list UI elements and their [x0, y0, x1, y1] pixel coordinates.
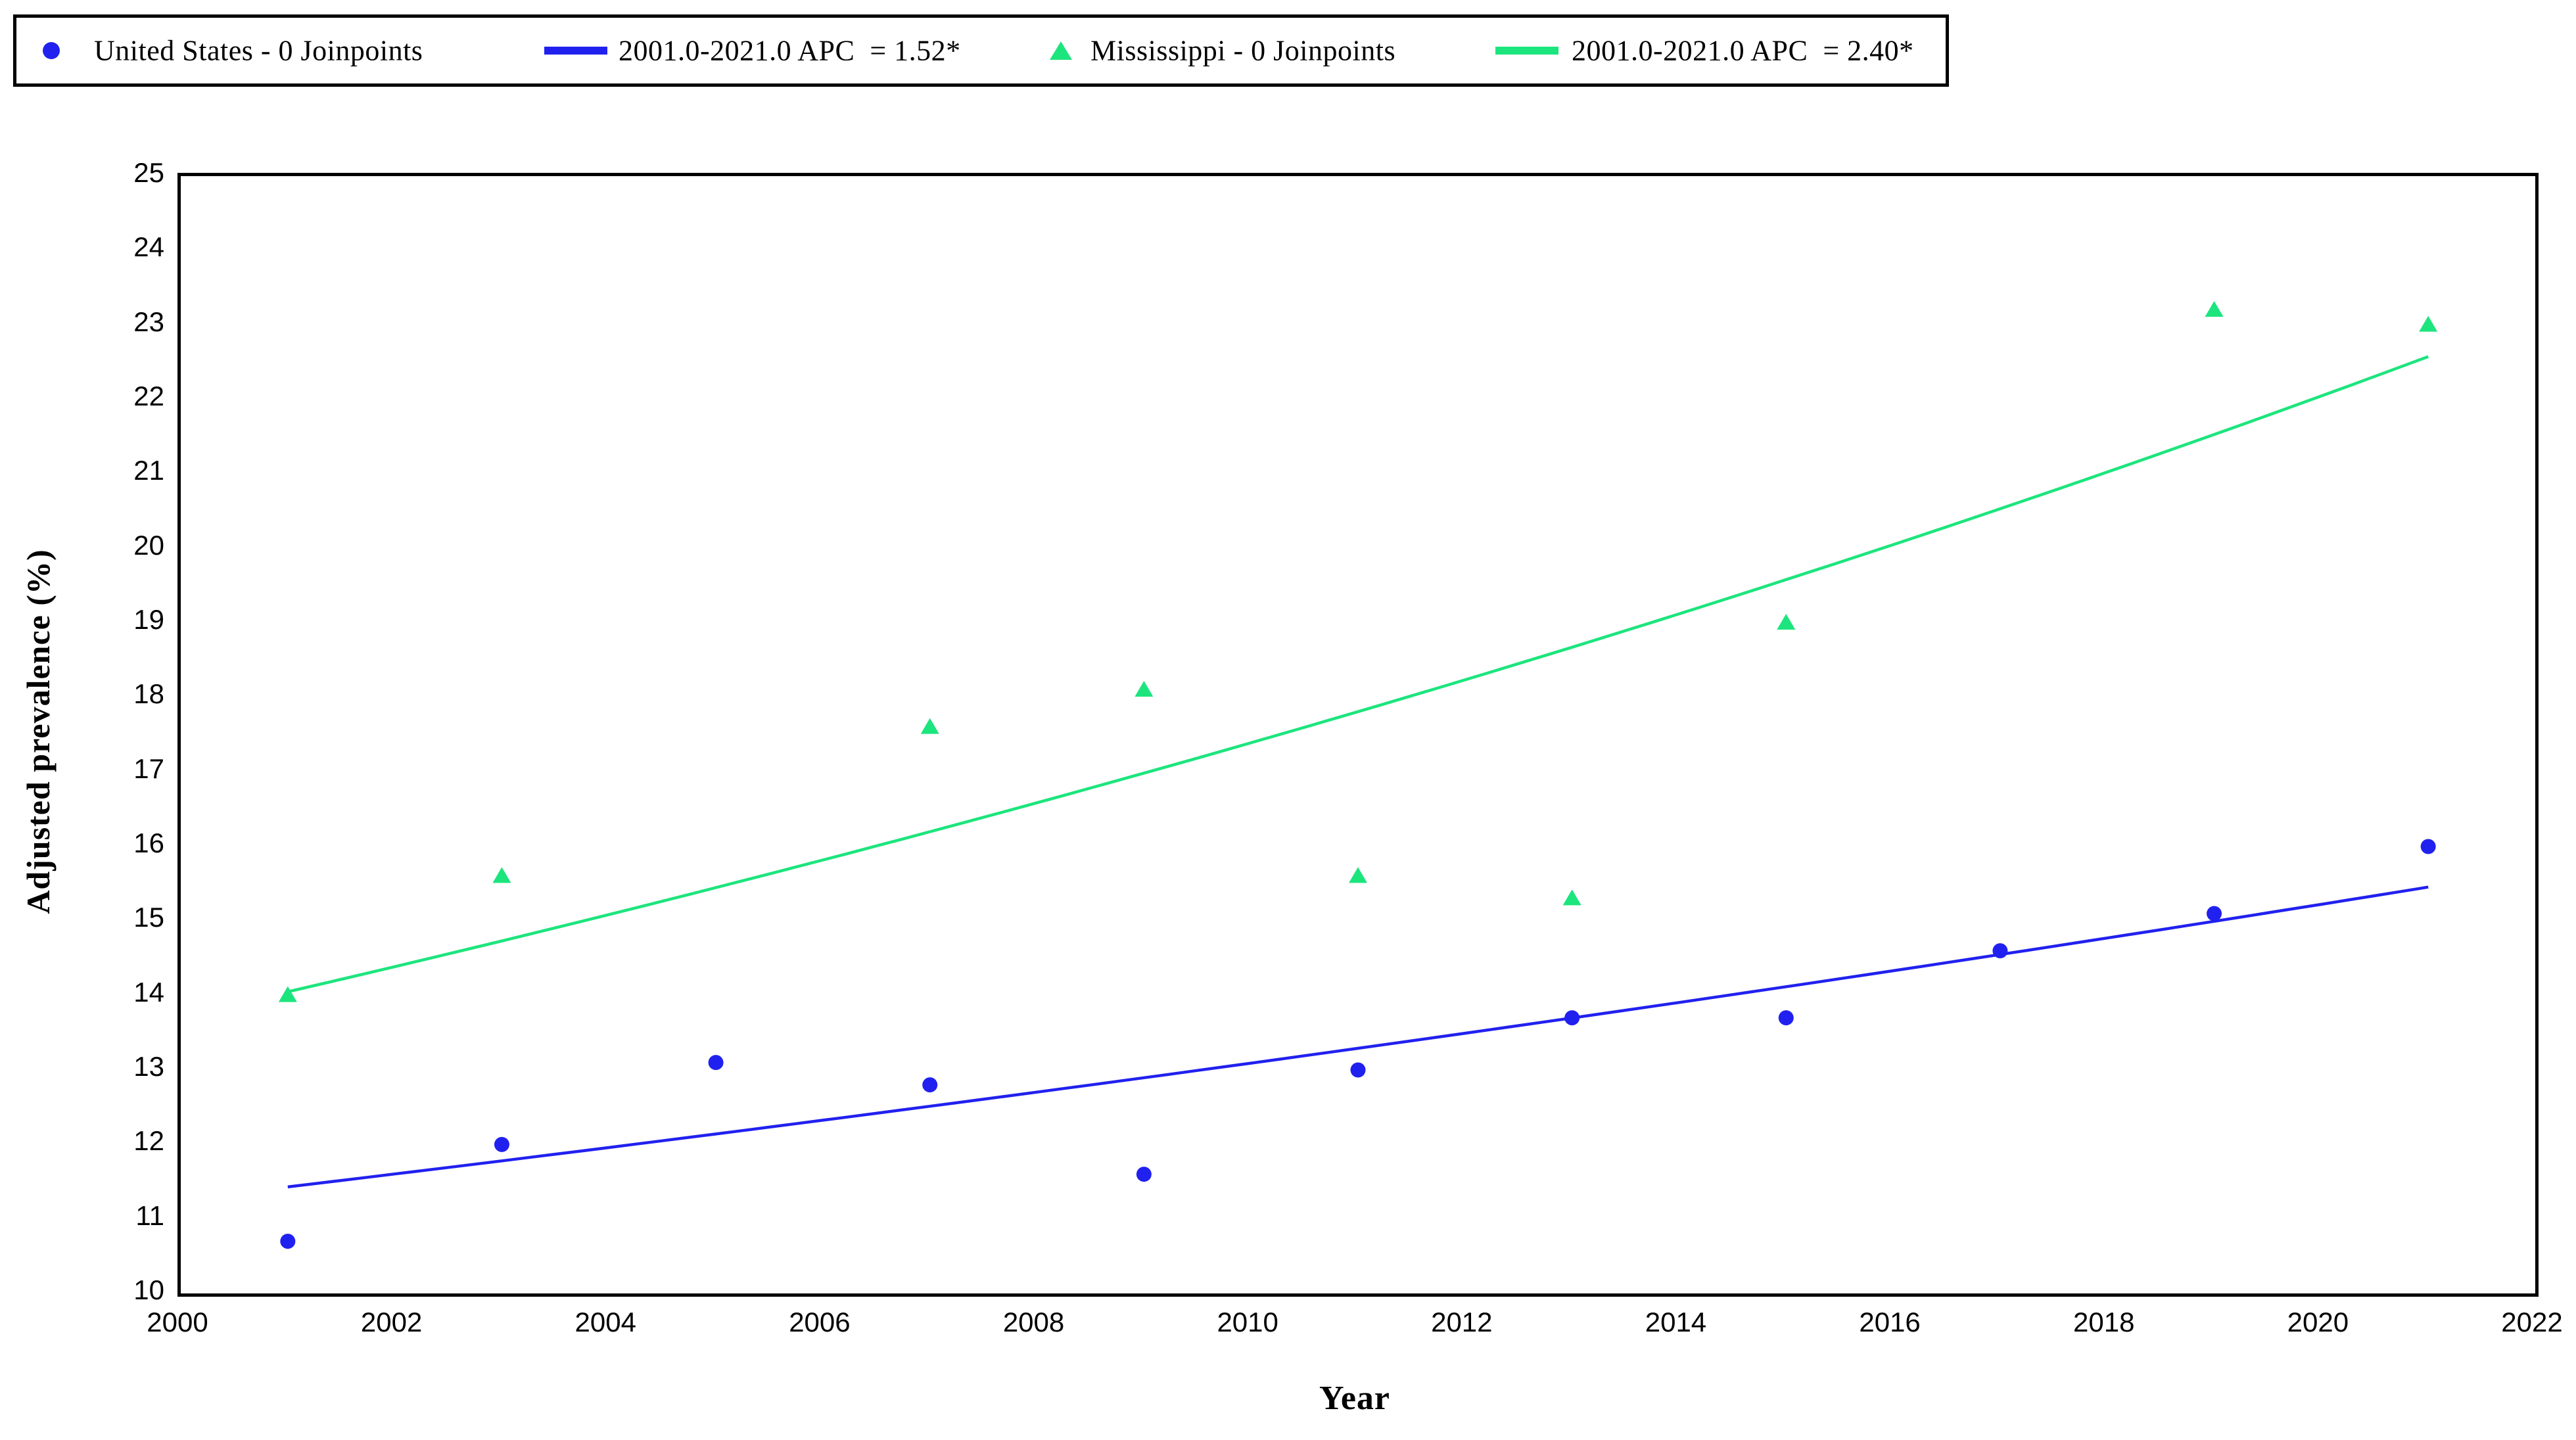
us-data-point — [1564, 1010, 1580, 1026]
y-tick-label: 18 — [133, 678, 164, 710]
ms-data-point — [920, 718, 939, 734]
y-tick-label: 10 — [133, 1274, 164, 1305]
us-circle-marker-icon — [43, 42, 60, 59]
ms-trendline-swatch-icon — [1495, 47, 1558, 55]
legend-item-label: United States - 0 Joinpoints — [94, 34, 423, 67]
us-data-point — [1992, 943, 2008, 959]
x-tick-label: 2000 — [147, 1307, 208, 1337]
x-tick-label: 2006 — [789, 1307, 851, 1337]
ms-data-point — [278, 986, 297, 1002]
legend-box: United States - 0 Joinpoints 2001.0-2021… — [13, 14, 1949, 87]
x-tick-label: 2022 — [2501, 1307, 2563, 1337]
y-tick-label: 11 — [135, 1199, 164, 1231]
y-axis-title: Adjusted prevalence (%) — [20, 549, 57, 914]
ms-data-point — [492, 867, 511, 883]
y-tick-label: 25 — [133, 157, 164, 188]
y-tick-label: 24 — [133, 231, 164, 263]
ms-data-point — [2419, 315, 2438, 332]
us-data-point — [494, 1136, 509, 1152]
y-tick-label: 13 — [133, 1051, 164, 1082]
ms-data-point — [1135, 681, 1154, 697]
y-tick-label: 19 — [133, 604, 164, 635]
y-tick-label: 23 — [133, 306, 164, 337]
ms-data-point — [2205, 301, 2224, 317]
legend-item-label: Mississippi - 0 Joinpoints — [1090, 34, 1396, 67]
us-data-point — [1350, 1062, 1366, 1078]
us-data-point — [1136, 1167, 1152, 1182]
x-tick-label: 2016 — [1859, 1307, 1921, 1337]
us-data-point — [922, 1077, 938, 1093]
x-tick-label: 2020 — [2287, 1307, 2349, 1337]
y-tick-label: 16 — [133, 827, 164, 858]
x-tick-label: 2018 — [2073, 1307, 2135, 1337]
y-tick-label: 14 — [133, 976, 164, 1008]
us-trendline-swatch-icon — [544, 47, 607, 55]
us-data-point — [280, 1234, 296, 1249]
x-tick-label: 2010 — [1217, 1307, 1278, 1337]
x-tick-label: 2008 — [1002, 1307, 1065, 1337]
y-tick-label: 17 — [133, 753, 164, 784]
x-tick-label: 2002 — [360, 1307, 423, 1337]
x-tick-label: 2014 — [1645, 1307, 1707, 1337]
us-trendline — [287, 885, 2429, 1189]
y-tick-label: 12 — [133, 1125, 164, 1157]
x-axis-title: Year — [1319, 1380, 1390, 1417]
plot-area — [177, 173, 2539, 1297]
ms-trendline — [287, 355, 2429, 994]
legend-item-label: 2001.0-2021.0 APC = 1.52* — [619, 34, 961, 67]
y-tick-label: 20 — [133, 529, 164, 561]
chart-svg — [278, 301, 2438, 1249]
y-tick-label: 15 — [133, 902, 164, 933]
legend-item-label: 2001.0-2021.0 APC = 2.40* — [1572, 34, 1914, 67]
ms-triangle-marker-icon — [1050, 41, 1072, 60]
us-data-point — [1778, 1010, 1794, 1026]
us-data-point — [708, 1055, 724, 1071]
y-tick-label: 21 — [133, 455, 164, 486]
ms-series-points — [278, 301, 2438, 1002]
ms-data-point — [1562, 889, 1581, 906]
ms-data-point — [1777, 614, 1796, 630]
y-tick-label: 22 — [133, 381, 164, 411]
us-data-point — [2207, 906, 2222, 921]
ms-data-point — [1349, 867, 1367, 883]
us-series-points — [280, 839, 2436, 1249]
us-data-point — [2420, 839, 2436, 854]
x-tick-label: 2012 — [1431, 1307, 1493, 1337]
x-tick-label: 2004 — [574, 1307, 636, 1337]
